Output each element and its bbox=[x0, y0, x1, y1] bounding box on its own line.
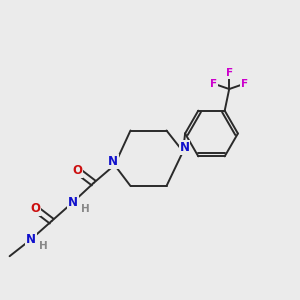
Text: F: F bbox=[241, 79, 248, 88]
Text: H: H bbox=[81, 204, 90, 214]
Text: F: F bbox=[210, 79, 217, 88]
Text: N: N bbox=[26, 233, 36, 246]
Text: H: H bbox=[39, 241, 48, 251]
Text: O: O bbox=[72, 164, 82, 177]
Text: N: N bbox=[108, 155, 118, 168]
Text: N: N bbox=[179, 141, 190, 154]
Text: O: O bbox=[30, 202, 40, 215]
Text: N: N bbox=[68, 196, 78, 209]
Text: F: F bbox=[226, 68, 233, 78]
